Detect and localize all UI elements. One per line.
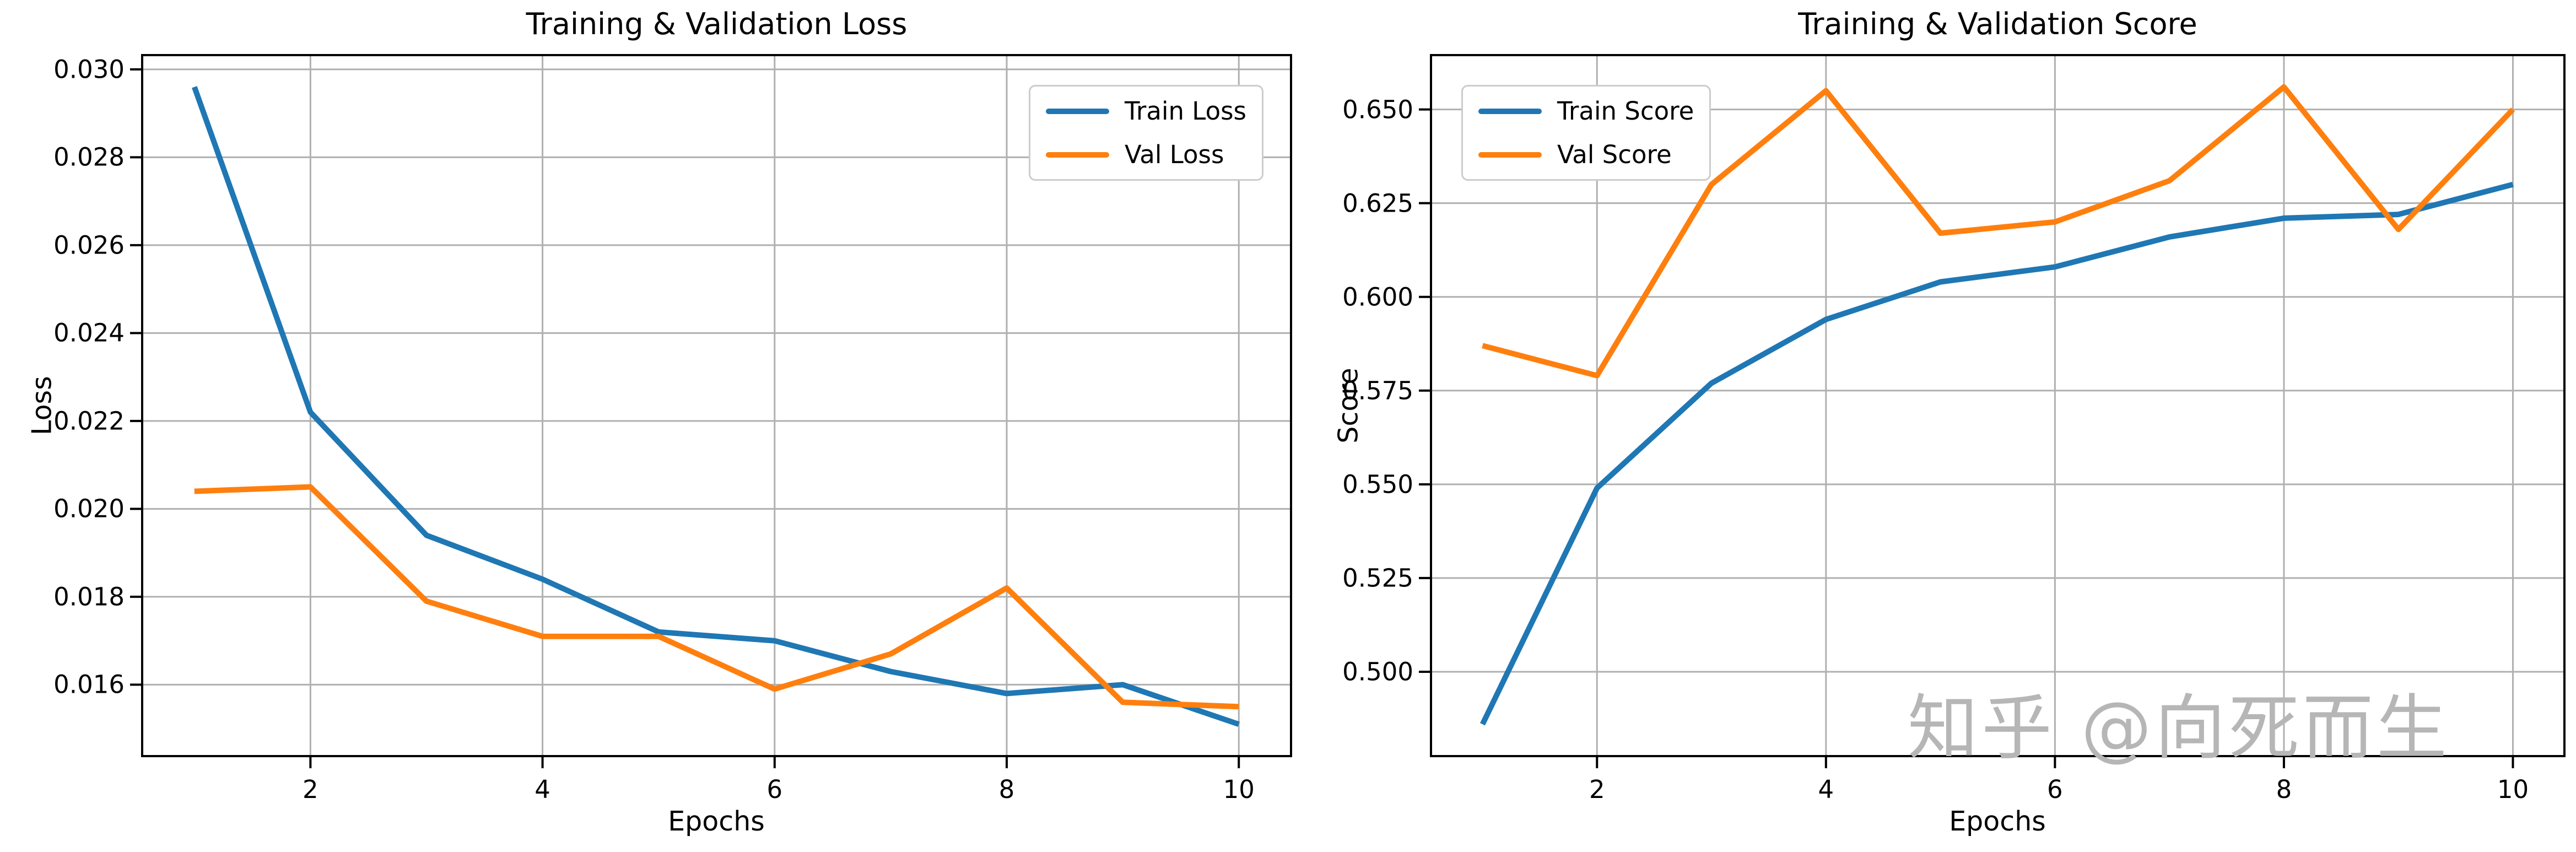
- train-series-line: [192, 86, 1240, 727]
- legend-label: Train Score: [1557, 96, 1694, 126]
- axes-spines: [141, 54, 1292, 757]
- legend-line-swatch: [1478, 152, 1542, 158]
- legend-line-swatch: [1046, 108, 1110, 114]
- legend-label: Val Score: [1557, 140, 1672, 169]
- val-series-line: [1482, 84, 2515, 379]
- legend-row: Val Loss: [1046, 140, 1246, 169]
- legend-line-swatch: [1046, 152, 1110, 158]
- x-tick-label: 6: [766, 775, 783, 804]
- y-tick-label: 0.020: [53, 494, 125, 524]
- left-x-axis-label: Epochs: [668, 806, 765, 837]
- legend-label: Train Loss: [1125, 96, 1246, 126]
- y-tick-label: 0.028: [53, 142, 125, 172]
- y-tick-label: 0.650: [1342, 95, 1413, 125]
- right-chart-title: Training & Validation Score: [1798, 7, 2197, 41]
- left-chart-title: Training & Validation Loss: [526, 7, 908, 41]
- x-tick-label: 4: [1818, 775, 1834, 804]
- y-tick-label: 0.026: [53, 230, 125, 260]
- y-tick-label: 0.018: [53, 582, 125, 612]
- watermark: 知乎 @向死而生: [1908, 687, 2450, 769]
- x-tick-label: 10: [1223, 775, 1255, 804]
- left-chart-legend: Train Loss Val Loss: [1029, 85, 1263, 181]
- y-tick-label: 0.625: [1342, 188, 1413, 218]
- val-series-line: [194, 484, 1239, 710]
- x-tick-label: 8: [2276, 775, 2292, 804]
- x-tick-label: 4: [534, 775, 550, 804]
- x-tick-label: 10: [2497, 775, 2529, 804]
- axes-spines: [1430, 54, 2566, 757]
- legend-row: Train Loss: [1046, 96, 1246, 126]
- legend-label: Val Loss: [1125, 140, 1224, 169]
- x-tick-label: 8: [998, 775, 1015, 804]
- y-tick-label: 0.030: [53, 55, 125, 84]
- x-tick-label: 2: [1589, 775, 1605, 804]
- y-tick-label: 0.024: [53, 318, 125, 348]
- y-tick-label: 0.600: [1342, 282, 1413, 312]
- legend-row: Val Score: [1478, 140, 1694, 169]
- y-tick-label: 0.500: [1342, 657, 1413, 687]
- right-x-axis-label: Epochs: [1949, 806, 2046, 837]
- y-tick-label: 0.550: [1342, 470, 1413, 499]
- y-tick-label: 0.525: [1342, 563, 1413, 593]
- x-tick-label: 6: [2047, 775, 2063, 804]
- legend-line-swatch: [1478, 108, 1542, 114]
- train-series-line: [1480, 181, 2514, 726]
- legend-row: Train Score: [1478, 96, 1694, 126]
- y-tick-label: 0.575: [1342, 376, 1413, 406]
- x-tick-label: 2: [303, 775, 318, 804]
- y-tick-label: 0.022: [53, 406, 125, 436]
- right-chart-legend: Train Score Val Score: [1461, 85, 1711, 181]
- left-y-axis-label: Loss: [26, 376, 58, 435]
- y-tick-label: 0.016: [53, 670, 125, 699]
